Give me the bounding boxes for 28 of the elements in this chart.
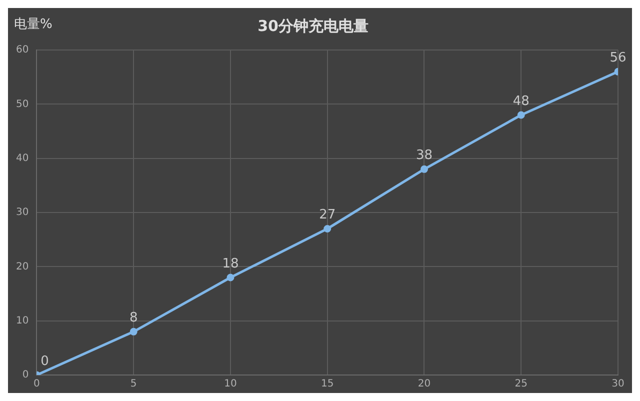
y-tick-label: 20 <box>16 261 29 272</box>
data-label: 48 <box>512 94 530 109</box>
data-label: 38 <box>416 148 433 164</box>
x-tick-label: 0 <box>34 378 40 390</box>
point <box>420 165 428 173</box>
point <box>130 328 138 336</box>
y-tick-label: 60 <box>16 44 29 56</box>
data-label: 18 <box>222 256 239 272</box>
y-tick-label: 10 <box>16 315 29 326</box>
data-label: 0 <box>40 354 49 369</box>
x-tick-label: 15 <box>320 378 334 390</box>
x-tick-label: 20 <box>418 378 431 390</box>
y-tick-label: 50 <box>16 98 29 110</box>
y-tick-label: 0 <box>22 370 29 381</box>
x-tick-label: 25 <box>514 378 528 390</box>
point <box>226 274 234 282</box>
y-tick-label: 40 <box>16 152 29 164</box>
point <box>517 111 525 119</box>
chart-title: 30分钟充电电量 <box>258 16 368 35</box>
y-axis-title: 电量% <box>14 16 52 32</box>
data-label: 56 <box>610 50 626 66</box>
x-tick-label: 30 <box>612 378 624 390</box>
x-tick-label: 5 <box>130 378 137 390</box>
point <box>324 225 332 232</box>
x-tick-label: 10 <box>224 378 237 390</box>
y-tick-label: 30 <box>16 207 29 218</box>
data-label: 27 <box>319 208 336 223</box>
data-label: 8 <box>129 310 138 326</box>
